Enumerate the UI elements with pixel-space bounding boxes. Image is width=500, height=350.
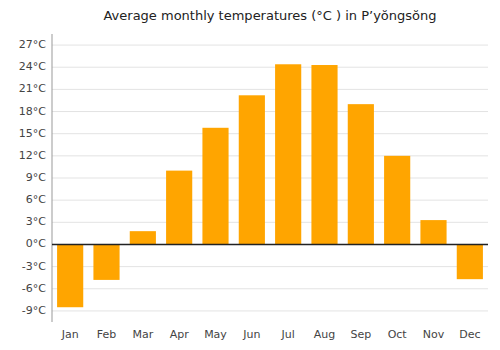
- bar: [166, 171, 192, 245]
- x-tick-label: Nov: [423, 328, 445, 341]
- page: {"chart_data": {"type": "bar", "title": …: [0, 0, 500, 350]
- y-tick-label: 0°C: [26, 237, 46, 250]
- bar: [57, 244, 83, 307]
- grid-line: [52, 200, 488, 201]
- y-tick-label: 24°C: [19, 60, 46, 73]
- y-tick-label: 6°C: [26, 193, 46, 206]
- grid-line: [52, 244, 488, 245]
- bar: [202, 128, 228, 245]
- grid-line: [52, 133, 488, 134]
- x-tick-label: Dec: [459, 328, 480, 341]
- grid-line: [52, 89, 488, 90]
- x-tick-label: Mar: [132, 328, 153, 341]
- x-tick-label: Oct: [388, 328, 408, 341]
- bars: [57, 64, 483, 307]
- grid-line: [52, 310, 488, 311]
- bar: [275, 64, 301, 244]
- x-tick-label: Jul: [281, 328, 295, 341]
- y-tick-label: -6°C: [22, 282, 46, 295]
- y-axis-ticks: -9°C -6°C -3°C 0°C 3°C 6°C 9°C 12°C 15°C 18°C 21°C…: [19, 38, 46, 317]
- bar: [457, 244, 483, 279]
- grid-line: [52, 155, 488, 156]
- y-tick-label: 21°C: [19, 82, 46, 95]
- x-tick-label: Aug: [314, 328, 335, 341]
- y-tick-label: 3°C: [26, 215, 46, 228]
- grid-line: [52, 111, 488, 112]
- y-tick-label: -9°C: [22, 304, 46, 317]
- x-tick-label: Apr: [170, 328, 190, 341]
- x-tick-label: Jan: [61, 328, 79, 341]
- x-tick-label: May: [204, 328, 227, 341]
- bar: [348, 104, 374, 244]
- x-tick-label: Sep: [350, 328, 371, 341]
- grid-line: [52, 45, 488, 46]
- chart: -9°C -6°C -3°C 0°C 3°C 6°C 9°C 12°C 15°C 18°C 21°C…: [0, 0, 500, 350]
- y-tick-label: -3°C: [22, 260, 46, 273]
- grid-line: [52, 67, 488, 68]
- baseline: [52, 244, 488, 246]
- y-tick-label: 12°C: [19, 149, 46, 162]
- y-tick-label: 15°C: [19, 127, 46, 140]
- x-tick-label: Feb: [97, 328, 116, 341]
- y-tick-label: 18°C: [19, 105, 46, 118]
- grid-line: [52, 288, 488, 289]
- y-tick-label: 9°C: [26, 171, 46, 184]
- grid: [52, 45, 488, 311]
- x-axis-ticks: Jan Feb Mar Apr May Jun Jul Aug Sep Oct Nov Dec: [61, 328, 481, 341]
- grid-line: [52, 178, 488, 179]
- x-tick-label: Jun: [242, 328, 260, 341]
- bar: [420, 220, 446, 244]
- y-tick-label: 27°C: [19, 38, 46, 51]
- bar: [239, 95, 265, 244]
- bar: [311, 65, 337, 244]
- bar: [384, 156, 410, 245]
- bar: [93, 244, 119, 279]
- title: Average monthly temperatures (°C ) in P’…: [103, 8, 436, 23]
- bar: [130, 231, 156, 244]
- y-axis-line: [52, 34, 53, 322]
